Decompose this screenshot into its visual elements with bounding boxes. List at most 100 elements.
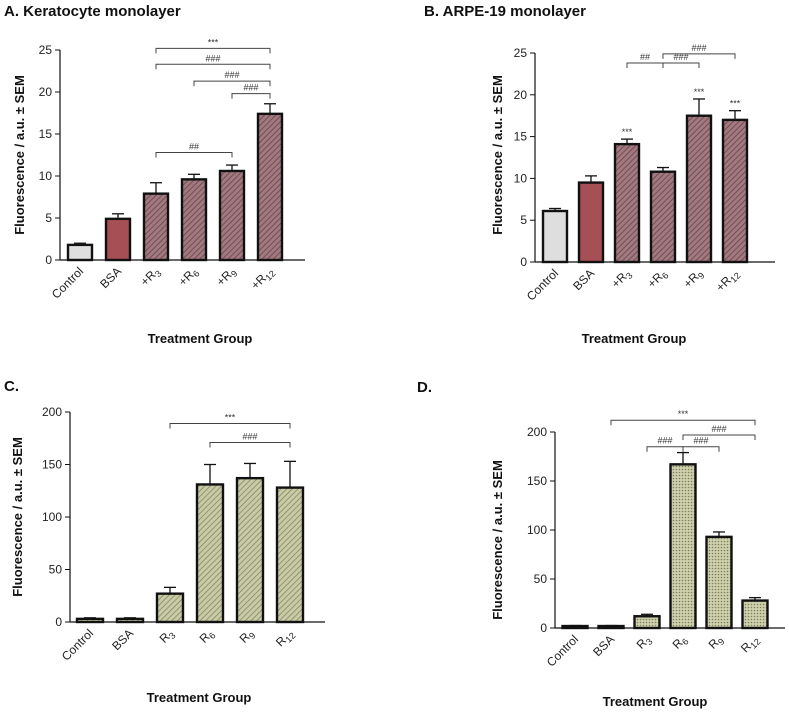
bracket-line bbox=[662, 53, 736, 59]
bracket-line bbox=[626, 62, 664, 69]
significance-bracket: *** bbox=[155, 37, 271, 54]
bar bbox=[75, 617, 105, 624]
bracket-label: ### bbox=[205, 53, 220, 63]
panel-title: A. Keratocyte monolayer bbox=[4, 3, 181, 20]
bracket-label: ### bbox=[242, 431, 257, 441]
error-bar bbox=[124, 617, 136, 619]
bracket-label: *** bbox=[208, 37, 219, 47]
x-tick-label: Control bbox=[59, 626, 96, 663]
x-tick-main: BSA bbox=[570, 266, 597, 293]
x-tick-subscript: 9 bbox=[229, 268, 240, 279]
panel-title: D. bbox=[417, 379, 432, 396]
bracket-line bbox=[193, 80, 271, 87]
bar bbox=[275, 486, 305, 624]
x-tick-label: R12 bbox=[273, 626, 298, 651]
error-bar bbox=[112, 213, 124, 219]
bar bbox=[256, 112, 284, 262]
x-tick-label: Control bbox=[49, 264, 86, 301]
bracket-line bbox=[155, 47, 271, 54]
x-tick-subscript: 6 bbox=[660, 270, 671, 281]
y-tick-label: 0 bbox=[45, 253, 52, 267]
bar bbox=[66, 243, 94, 262]
error-bar bbox=[693, 98, 705, 116]
significance-bracket: ### bbox=[662, 52, 700, 69]
panel-d: D. Fluorescence / a.u. ± SEM Treatment G… bbox=[417, 379, 785, 709]
significance-bracket: ## bbox=[626, 52, 664, 69]
x-tick-label: +R6 bbox=[176, 264, 202, 290]
bracket-line bbox=[662, 62, 700, 69]
x-axis-label: Treatment Group bbox=[603, 694, 708, 709]
y-tick-label: 25 bbox=[39, 43, 53, 57]
error-bar bbox=[164, 586, 176, 594]
y-axis-label: Fluorescence / a.u. ± SEM bbox=[490, 75, 505, 235]
x-tick-main: BSA bbox=[97, 264, 124, 291]
y-tick-label: 10 bbox=[39, 169, 53, 183]
bracket-label: ### bbox=[657, 436, 672, 446]
y-tick-label: 150 bbox=[42, 458, 62, 472]
x-axis-label: Treatment Group bbox=[148, 331, 253, 346]
significance-bracket: *** bbox=[169, 413, 291, 429]
error-bar bbox=[729, 110, 741, 120]
bracket-label: *** bbox=[225, 413, 236, 423]
significance-bracket: ### bbox=[155, 53, 271, 70]
bar bbox=[649, 170, 677, 264]
panel-a: A. Keratocyte monolayer Fluorescence / a… bbox=[4, 3, 305, 346]
bracket-line bbox=[646, 446, 684, 452]
bracket-label: ### bbox=[243, 83, 258, 93]
significance-bracket: ## bbox=[155, 141, 233, 158]
x-tick-subscript: 3 bbox=[624, 270, 635, 281]
bracket-line bbox=[682, 434, 756, 440]
x-tick-main: Control bbox=[59, 626, 96, 663]
y-tick-label: 20 bbox=[39, 85, 53, 99]
x-tick-subscript: 6 bbox=[207, 630, 218, 641]
x-tick-main: Control bbox=[544, 632, 581, 669]
x-tick-label: +R3 bbox=[138, 264, 164, 290]
x-axis-label: Treatment Group bbox=[582, 331, 687, 346]
bracket-label: ### bbox=[673, 52, 688, 62]
error-bar bbox=[749, 596, 761, 601]
y-axis-label: Fluorescence / a.u. ± SEM bbox=[490, 460, 505, 620]
bracket-label: ## bbox=[640, 52, 650, 62]
error-bar bbox=[621, 138, 633, 145]
bracket-label: ## bbox=[189, 141, 199, 151]
error-bar bbox=[150, 182, 162, 194]
x-tick-label: R12 bbox=[738, 632, 763, 657]
bar bbox=[180, 178, 208, 262]
error-bar bbox=[204, 463, 216, 485]
bar bbox=[685, 114, 713, 264]
y-tick-label: 25 bbox=[514, 46, 528, 60]
x-tick-label: +R12 bbox=[248, 264, 277, 293]
x-tick-label: R9 bbox=[237, 626, 258, 647]
error-bar bbox=[188, 173, 200, 180]
panel-title: B. ARPE-19 monolayer bbox=[424, 3, 586, 20]
bar bbox=[633, 615, 661, 630]
bar bbox=[155, 592, 185, 624]
x-tick-subscript: 6 bbox=[680, 636, 691, 647]
x-tick-label: Control bbox=[544, 632, 581, 669]
bracket-label: ### bbox=[711, 424, 726, 434]
error-bar bbox=[549, 207, 561, 212]
bracket-line bbox=[231, 93, 271, 99]
bracket-label: *** bbox=[678, 409, 689, 419]
x-tick-main: BSA bbox=[109, 626, 136, 653]
bar bbox=[613, 142, 641, 264]
significance-bracket: ### bbox=[662, 43, 736, 59]
x-tick-label: +R9 bbox=[214, 264, 240, 290]
y-tick-label: 15 bbox=[39, 127, 53, 141]
significance-bracket: ### bbox=[231, 83, 271, 99]
x-tick-label: +R3 bbox=[609, 266, 635, 292]
y-tick-label: 200 bbox=[527, 425, 547, 439]
bar bbox=[561, 624, 589, 630]
x-tick-subscript: 6 bbox=[191, 268, 202, 279]
significance-mark: *** bbox=[730, 99, 741, 109]
y-axis-label: Fluorescence / a.u. ± SEM bbox=[10, 437, 25, 597]
x-tick-label: +R9 bbox=[681, 266, 707, 292]
significance-mark: *** bbox=[694, 87, 705, 97]
x-tick-label: BSA bbox=[109, 626, 136, 653]
x-tick-label: BSA bbox=[570, 266, 597, 293]
y-tick-label: 50 bbox=[49, 563, 63, 577]
bar bbox=[115, 617, 145, 624]
error-bar bbox=[84, 617, 96, 619]
error-bar bbox=[677, 451, 689, 465]
